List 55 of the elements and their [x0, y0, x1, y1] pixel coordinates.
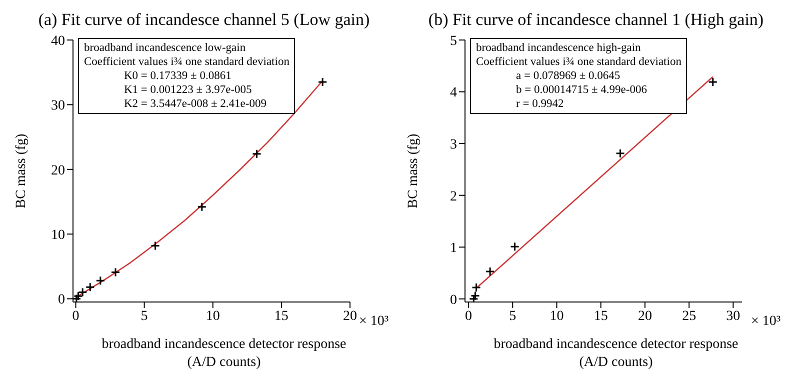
x-tick-label: 10 [206, 308, 220, 324]
y-tick-label: 10 [51, 228, 65, 244]
point [510, 242, 520, 252]
point [472, 282, 482, 292]
y-tick-label: 0 [450, 292, 457, 308]
annotation: K0 = 0.17339 ± 0.0861 [123, 69, 232, 83]
point [96, 276, 106, 286]
annotation: Coefficient values i¾ one standard deviation [476, 55, 682, 69]
x-tick-label: 5 [509, 308, 516, 324]
point [485, 266, 495, 276]
y-tick-label: 3 [450, 138, 457, 153]
chart-title: (a) Fit curve of incandesce channel 5 (Low gain) [37, 9, 371, 31]
x-tick-label: 15 [594, 308, 608, 324]
point [78, 288, 88, 298]
point [616, 148, 626, 158]
point [197, 202, 207, 212]
y-tick-label: 20 [51, 163, 65, 178]
y-tick-label: 5 [450, 34, 457, 49]
annotation: b = 0.00014715 ± 4.99e-006 [515, 83, 648, 97]
chart-title: (b) Fit curve of incandesce channel 1 (High gain) [427, 9, 765, 31]
y-tick-label: 4 [450, 86, 457, 101]
point [150, 240, 160, 250]
x-axis-title: broadband incandescence detector response (A/D counts) [100, 336, 348, 372]
annotation: broadband incandescence low-gain [84, 41, 247, 55]
annotation: K1 = 0.001223 ± 3.97e-005 [123, 83, 253, 97]
annotation: K2 = 3.5447e-008 ± 2.41e-009 [123, 97, 268, 111]
x-tick-label: 30 [726, 308, 740, 324]
x-tick-label: 5 [140, 308, 148, 324]
point [85, 282, 95, 292]
y-tick-label: 30 [51, 98, 65, 114]
x-tick-label: 0 [72, 308, 80, 324]
x-tick-label: 15 [274, 308, 288, 324]
y-tick-label: 0 [58, 292, 65, 308]
y-axis-title: BC mass (fg) [14, 133, 29, 208]
point [252, 149, 262, 159]
point [708, 77, 718, 87]
y-tick-label: 40 [51, 34, 65, 49]
x-tick-label: 20 [343, 308, 357, 324]
y-tick-label: 2 [450, 189, 457, 204]
text: × 10³ [751, 314, 781, 329]
annotation: r = 0.9942 [515, 97, 565, 111]
x-tick-label: 25 [682, 308, 696, 324]
annotation: a = 0.078969 ± 0.0645 [515, 69, 622, 83]
x-tick-label: 0 [465, 308, 472, 324]
point [110, 267, 120, 277]
text: × 10³ [359, 314, 389, 329]
annotation: broadband incandescence high-gain [476, 41, 642, 55]
line-series [75, 80, 324, 298]
y-axis-title: BC mass (fg) [406, 133, 421, 208]
annotation: Coefficient values i¾ one standard deviation [84, 55, 290, 69]
x-tick-label: 20 [638, 308, 652, 324]
y-tick-label: 1 [450, 241, 457, 256]
x-axis-title: broadband incandescence detector response (A/D counts) [492, 336, 740, 372]
x-tick-label: 10 [550, 308, 564, 324]
point [318, 77, 328, 87]
